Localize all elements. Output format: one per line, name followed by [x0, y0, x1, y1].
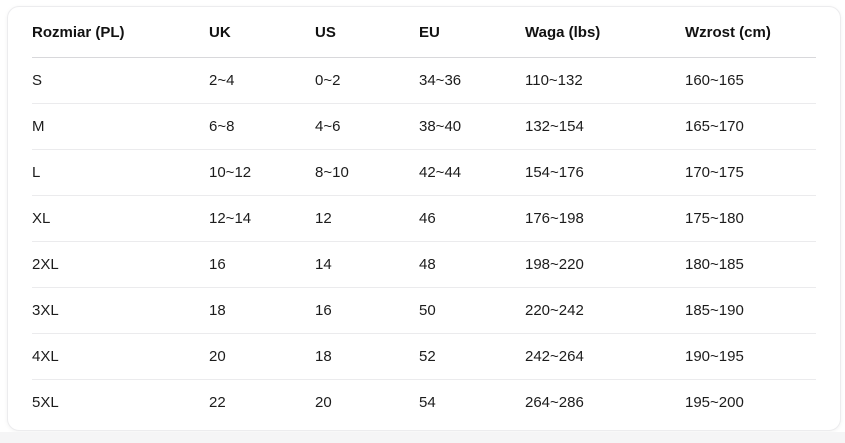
- column-header: US: [315, 7, 419, 58]
- size-value-cell: 170~175: [685, 149, 816, 196]
- size-label-cell: 3XL: [32, 287, 209, 334]
- column-header: Wzrost (cm): [685, 7, 816, 58]
- size-table-body: S 2~4 0~2 34~36 110~132 160~165 M 6~8 4~6 38~40 13…: [32, 57, 816, 426]
- size-label-cell: L: [32, 149, 209, 196]
- table-row: L 10~12 8~10 42~44 154~176 170~175: [32, 149, 816, 196]
- column-header: Waga (lbs): [525, 7, 685, 58]
- size-chart-table-wrapper: Rozmiar (PL) UK US EU Waga (lbs) Wzrost (cm) …: [32, 7, 816, 430]
- size-label-cell: M: [32, 103, 209, 150]
- size-value-cell: 54: [419, 394, 436, 411]
- size-label-cell: S: [32, 57, 209, 104]
- table-row: M 6~8 4~6 38~40 132~154 165~170: [32, 103, 816, 150]
- size-value-cell: 185~190: [685, 287, 816, 334]
- size-value-cell: 38~40: [419, 103, 525, 150]
- size-value-cell: 198~220: [525, 241, 685, 288]
- column-header: EU: [419, 7, 525, 58]
- size-label-cell: 5XL: [32, 394, 59, 411]
- size-table-header: Rozmiar (PL) UK US EU Waga (lbs) Wzrost (cm): [32, 7, 816, 58]
- size-value-cell: 242~264: [525, 333, 685, 380]
- size-label-cell: 2XL: [32, 241, 209, 288]
- table-row: 4XL 20 18 52 242~264 190~195: [32, 333, 816, 380]
- table-row: 5XL 22 20 54 264~286 195~200: [32, 380, 816, 426]
- size-value-cell: 18: [315, 333, 419, 380]
- size-chart-card: Rozmiar (PL) UK US EU Waga (lbs) Wzrost (cm) …: [7, 6, 841, 431]
- size-value-cell: 176~198: [525, 195, 685, 242]
- column-header: UK: [209, 7, 315, 58]
- size-value-cell: 154~176: [525, 149, 685, 196]
- table-row: 3XL 18 16 50 220~242 185~190: [32, 287, 816, 334]
- size-value-cell: 132~154: [525, 103, 685, 150]
- size-value-cell: 165~170: [685, 103, 816, 150]
- size-value-cell: 16: [209, 241, 315, 288]
- size-value-cell: 22: [209, 394, 226, 411]
- size-label-cell: XL: [32, 195, 209, 242]
- size-value-cell: 20: [209, 333, 315, 380]
- size-label-cell: 4XL: [32, 333, 209, 380]
- size-value-cell: 160~165: [685, 57, 816, 104]
- size-value-cell: 8~10: [315, 149, 419, 196]
- size-value-cell: 4~6: [315, 103, 419, 150]
- size-value-cell: 264~286: [525, 394, 584, 411]
- size-value-cell: 180~185: [685, 241, 816, 288]
- size-value-cell: 175~180: [685, 195, 816, 242]
- column-header: Rozmiar (PL): [32, 7, 209, 58]
- size-chart-table: Rozmiar (PL) UK US EU Waga (lbs) Wzrost (cm) …: [32, 7, 816, 425]
- table-row: S 2~4 0~2 34~36 110~132 160~165: [32, 57, 816, 104]
- size-value-cell: 18: [209, 287, 315, 334]
- size-value-cell: 0~2: [315, 57, 419, 104]
- size-value-cell: 50: [419, 287, 525, 334]
- size-value-cell: 52: [419, 333, 525, 380]
- table-row: 2XL 16 14 48 198~220 180~185: [32, 241, 816, 288]
- size-value-cell: 12~14: [209, 195, 315, 242]
- size-value-cell: 195~200: [685, 394, 744, 411]
- size-value-cell: 190~195: [685, 333, 816, 380]
- size-value-cell: 220~242: [525, 287, 685, 334]
- size-value-cell: 46: [419, 195, 525, 242]
- size-value-cell: 2~4: [209, 57, 315, 104]
- size-value-cell: 12: [315, 195, 419, 242]
- table-row: XL 12~14 12 46 176~198 175~180: [32, 195, 816, 242]
- page-bottom-strip: [0, 432, 845, 443]
- size-value-cell: 110~132: [525, 57, 685, 104]
- size-value-cell: 10~12: [209, 149, 315, 196]
- size-value-cell: 14: [315, 241, 419, 288]
- size-value-cell: 16: [315, 287, 419, 334]
- size-value-cell: 42~44: [419, 149, 525, 196]
- size-value-cell: 34~36: [419, 57, 525, 104]
- header-row: Rozmiar (PL) UK US EU Waga (lbs) Wzrost (cm): [32, 7, 816, 58]
- size-value-cell: 48: [419, 241, 525, 288]
- size-value-cell: 6~8: [209, 103, 315, 150]
- size-value-cell: 20: [315, 394, 332, 411]
